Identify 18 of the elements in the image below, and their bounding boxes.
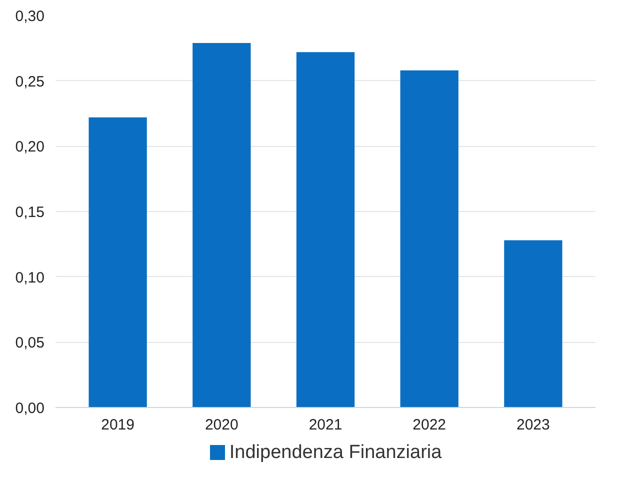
bar (296, 52, 355, 408)
x-tick-label: 2019 (101, 416, 134, 434)
bar (504, 240, 562, 408)
bar (192, 42, 251, 408)
x-tick-label: 2020 (204, 416, 238, 434)
bar (400, 70, 458, 408)
y-tick-label: 0,25 (15, 73, 45, 90)
y-tick-label: 0,30 (15, 8, 45, 25)
y-tick-label: 0,00 (15, 400, 45, 417)
legend-label: Indipendenza Finanziaria (229, 442, 442, 463)
y-tick-label: 0,15 (15, 204, 45, 221)
y-tick-label: 0,05 (15, 334, 45, 352)
x-tick-label: 2022 (412, 416, 446, 434)
x-tick-label: 2023 (516, 416, 550, 434)
y-tick-label: 0,20 (15, 138, 45, 156)
y-tick-label: 0,10 (15, 269, 45, 286)
bar (88, 117, 147, 408)
x-tick-label: 2021 (308, 416, 342, 434)
